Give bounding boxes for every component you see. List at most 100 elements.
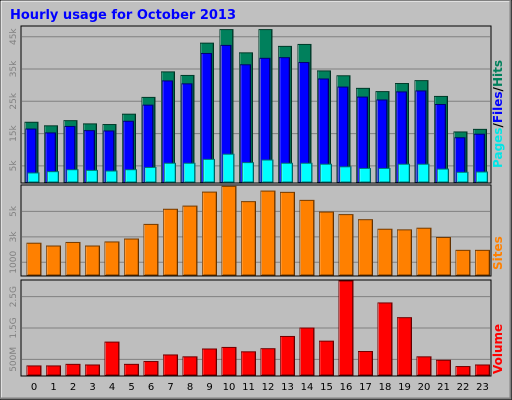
ylabel-hits: Hits — [491, 60, 505, 87]
bar-volume — [397, 317, 412, 376]
bar-volume — [221, 346, 237, 376]
bar-sites — [46, 245, 61, 276]
bar-pages — [183, 162, 196, 183]
bar-sites — [319, 211, 334, 276]
bar-sites — [124, 238, 139, 276]
bar-pages — [86, 169, 98, 183]
x-tick-label: 12 — [262, 382, 275, 393]
bar-pages — [105, 170, 118, 183]
ylabel-pages: Pages — [491, 128, 505, 168]
bar-sites — [260, 190, 276, 276]
x-tick-label: 21 — [437, 382, 450, 393]
bar-pages — [320, 163, 332, 183]
bar-sites — [143, 223, 159, 276]
x-tick-labels: 0 1 2 3 4 5 6 7 8 9 10 11 12 13 14 15 16 17 18 19 20 21 22 23 — [31, 382, 489, 393]
bar-pages — [378, 167, 391, 183]
bar-pages — [47, 171, 59, 183]
x-tick-label: 0 — [31, 382, 37, 393]
bar-pages — [398, 163, 410, 183]
bar-volume — [182, 356, 198, 376]
bar-pages — [27, 172, 40, 183]
bar-volume — [65, 363, 81, 376]
y-tick-label: 500M — [9, 347, 19, 372]
x-tick-label: 23 — [476, 382, 489, 393]
ylabel-volume: Volume — [491, 324, 505, 374]
bar-pages — [164, 162, 176, 183]
bar-sites — [26, 242, 42, 276]
bar-volume — [202, 348, 217, 376]
bar-sites — [358, 219, 373, 276]
x-tick-label: 7 — [167, 382, 173, 393]
x-tick-label: 18 — [379, 382, 392, 393]
x-tick-label: 19 — [398, 382, 411, 393]
x-tick-label: 5 — [128, 382, 134, 393]
bar-sites — [182, 205, 198, 276]
bar-sites — [397, 229, 412, 276]
y-tick-label: 2.5G — [9, 286, 19, 307]
x-tick-label: 3 — [89, 382, 95, 393]
ylabel-sep-1: / — [491, 123, 505, 128]
bar-pages — [144, 166, 157, 183]
y-tick-label: 1000 — [9, 251, 19, 274]
bar-sites — [241, 201, 256, 276]
ylabel-sites: Sites — [491, 236, 505, 270]
y-tick-label: 5k — [9, 205, 19, 217]
bar-volume — [260, 348, 276, 376]
bar-volume — [163, 354, 178, 376]
bar-volume — [338, 280, 354, 376]
bar-sites — [202, 191, 217, 276]
bar-sites — [299, 199, 315, 276]
panel-hits-files-pages — [20, 25, 492, 184]
x-tick-label: 6 — [148, 382, 154, 393]
y-tick-label: 15k — [9, 124, 19, 141]
bar-volume — [436, 359, 451, 376]
bar-volume — [455, 366, 471, 376]
y-tick-label: 1.5G — [9, 317, 19, 338]
bar-volume — [124, 363, 139, 376]
x-tick-label: 4 — [109, 382, 115, 393]
bar-pages — [242, 162, 254, 183]
bar-sites — [104, 241, 120, 276]
ylabel-hits-files-pages: Pages/Files/Hits — [491, 60, 505, 168]
x-tick-label: 2 — [70, 382, 76, 393]
bar-volume — [299, 327, 315, 376]
bar-sites — [455, 249, 471, 276]
bar-pages — [203, 158, 215, 183]
bar-volume — [26, 365, 42, 376]
x-tick-label: 9 — [206, 382, 212, 393]
bar-sites — [163, 208, 178, 276]
bar-sites — [85, 245, 100, 276]
bar-sites — [436, 236, 451, 276]
bar-sites — [221, 185, 237, 276]
bar-pages — [456, 171, 469, 183]
bar-volume — [143, 361, 159, 376]
bar-pages — [281, 162, 293, 183]
bar-volume — [241, 351, 256, 376]
bar-pages — [417, 163, 430, 183]
x-tick-label: 1 — [50, 382, 56, 393]
x-tick-label: 11 — [242, 382, 255, 393]
y-tick-label: 45k — [9, 28, 19, 45]
bar-volume — [319, 340, 334, 376]
ylabel-files: Files — [491, 91, 505, 123]
bars — [24, 29, 490, 376]
bar-pages — [66, 169, 79, 183]
bar-pages — [222, 153, 235, 183]
bar-pages — [359, 167, 371, 183]
bar-sites — [377, 228, 393, 276]
x-tick-label: 13 — [281, 382, 294, 393]
bar-volume — [104, 341, 120, 376]
bar-pages — [339, 166, 352, 183]
bar-volume — [46, 365, 61, 376]
bar-sites — [475, 249, 490, 276]
y-tick-label: 3k — [9, 231, 19, 243]
bar-pages — [300, 162, 313, 183]
x-tick-label: 10 — [223, 382, 236, 393]
bar-sites — [65, 241, 81, 276]
bar-sites — [338, 214, 354, 276]
bar-sites — [416, 227, 432, 276]
bar-pages — [261, 159, 274, 183]
y-tick-labels: 5k 15k 25k 35k 45k 1000 3k 5k 500M 1.5G 2.5G — [9, 28, 19, 372]
bar-volume — [358, 351, 373, 376]
